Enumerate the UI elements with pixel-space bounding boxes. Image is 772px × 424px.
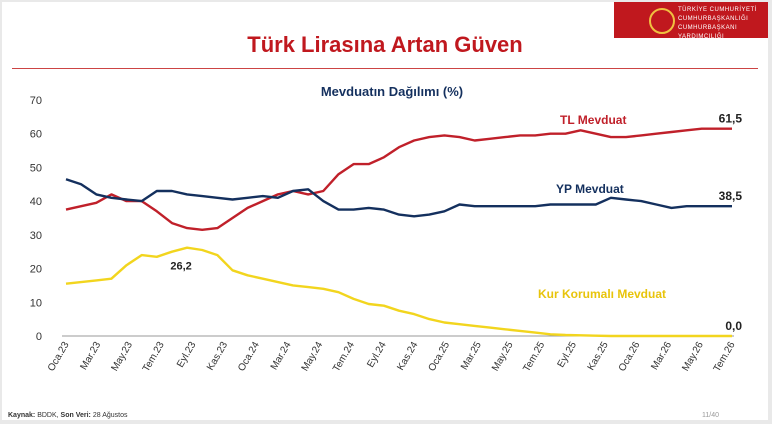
y-tick-label: 70 bbox=[30, 95, 42, 107]
presidency-seal-icon bbox=[649, 8, 675, 34]
y-tick-label: 50 bbox=[30, 162, 42, 174]
x-tick-label: Oca.23 bbox=[46, 340, 72, 374]
x-tick-label: Eyl.25 bbox=[556, 340, 580, 370]
x-tick-label: Kas.25 bbox=[586, 340, 611, 373]
source-value: BDDK, bbox=[37, 412, 59, 419]
x-tick-label: Mar.26 bbox=[649, 340, 674, 372]
page-number: 11/40 bbox=[702, 412, 719, 419]
series-line-tl bbox=[65, 127, 732, 231]
x-tick-label: May.24 bbox=[300, 340, 326, 374]
y-axis-ticks: 0 10 20 30 40 50 60 70 bbox=[30, 95, 42, 343]
x-tick-label: Eyl.23 bbox=[175, 340, 199, 370]
slide: TÜRKİYE CUMHURİYETİ CUMHURBAŞKANLIĞI CUM… bbox=[2, 2, 768, 420]
y-tick-label: 10 bbox=[30, 297, 42, 309]
last-data-value: 28 Ağustos bbox=[92, 412, 128, 419]
end-value-label-kkm: 0,0 bbox=[725, 319, 742, 333]
x-tick-label: Oca.26 bbox=[617, 340, 643, 374]
y-tick-label: 60 bbox=[30, 129, 42, 141]
x-tick-label: Mar.23 bbox=[78, 340, 103, 372]
legend-label-tl: TL Mevduat bbox=[560, 113, 626, 127]
x-tick-label: Oca.24 bbox=[236, 340, 262, 374]
x-tick-label: Tem.24 bbox=[331, 340, 357, 374]
x-tick-label: Kas.23 bbox=[205, 340, 230, 373]
x-tick-label: Mar.25 bbox=[459, 340, 484, 372]
legend-label-yp: YP Mevduat bbox=[556, 182, 624, 196]
title-divider bbox=[12, 68, 758, 69]
series-line-kkm bbox=[65, 246, 732, 338]
x-tick-label: Kas.24 bbox=[395, 340, 420, 373]
source-label: Kaynak: bbox=[8, 412, 36, 419]
x-tick-label: May.23 bbox=[109, 340, 135, 374]
x-axis-ticks: Oca.23 Mar.23 May.23 Tem.23 Eyl.23 Kas.23 Oca.… bbox=[46, 340, 738, 374]
y-tick-label: 0 bbox=[36, 331, 42, 343]
last-data-label: Son Veri: bbox=[60, 412, 91, 419]
chart-title: Mevduatın Dağılımı (%) bbox=[321, 84, 463, 99]
x-tick-label: Tem.26 bbox=[712, 340, 738, 374]
series-line-yp bbox=[65, 178, 732, 218]
peak-annotation: 26,2 bbox=[170, 261, 191, 273]
x-tick-label: Oca.25 bbox=[427, 340, 453, 374]
logo-line-3: CUMHURBAŞKANI YARDIMCILIĞI bbox=[678, 25, 738, 40]
x-tick-label: Tem.25 bbox=[521, 340, 547, 374]
x-tick-label: Tem.23 bbox=[141, 340, 167, 374]
end-value-label-tl: 61,5 bbox=[719, 112, 743, 126]
logo-line-1: TÜRKİYE CUMHURİYETİ bbox=[678, 7, 757, 13]
x-tick-label: May.25 bbox=[490, 340, 516, 374]
series-lines bbox=[65, 127, 732, 338]
x-tick-label: Mar.24 bbox=[269, 340, 294, 372]
y-tick-label: 30 bbox=[30, 230, 42, 242]
y-tick-label: 40 bbox=[30, 196, 42, 208]
footer-source: Kaynak: BDDK, Son Veri: 28 Ağustos bbox=[8, 412, 127, 419]
y-tick-label: 20 bbox=[30, 264, 42, 276]
series-labels: TL Mevduat 61,5 YP Mevduat 38,5 Kur Korumalı… bbox=[170, 112, 742, 333]
logo-line-2: CUMHURBAŞKANLIĞI bbox=[678, 16, 749, 22]
presidency-logo-text: TÜRKİYE CUMHURİYETİ CUMHURBAŞKANLIĞI CUM… bbox=[678, 6, 768, 42]
x-tick-label: May.26 bbox=[680, 340, 706, 374]
logo-band bbox=[614, 2, 768, 38]
legend-label-kkm: Kur Korumalı Mevduat bbox=[538, 287, 666, 301]
end-value-label-yp: 38,5 bbox=[719, 189, 743, 203]
slide-title: Türk Lirasına Artan Güven bbox=[247, 32, 523, 57]
x-tick-label: Eyl.24 bbox=[365, 340, 389, 370]
